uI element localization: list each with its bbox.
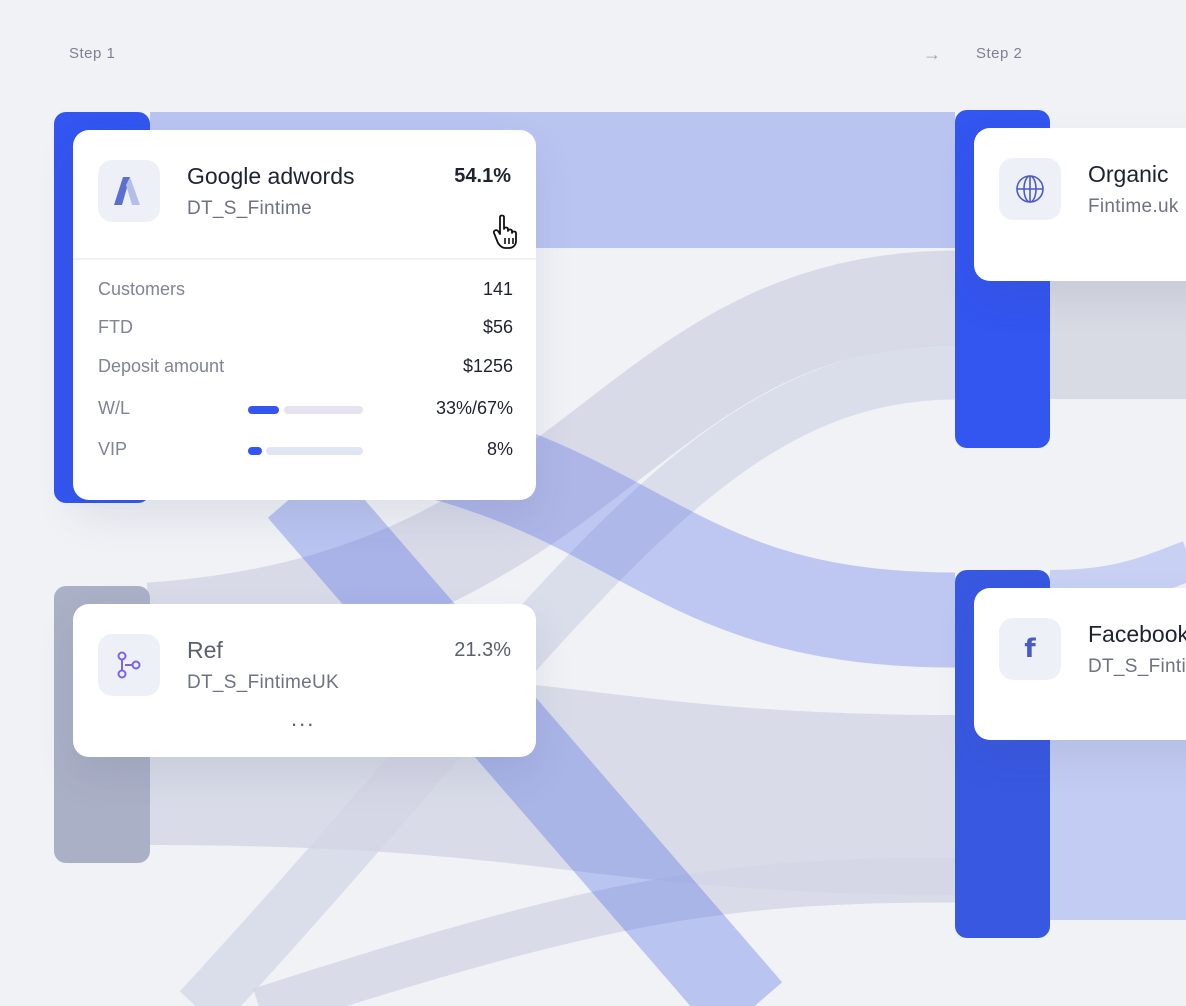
node-subtitle: DT_S_Fintime	[187, 198, 313, 219]
metric-label: Customers	[98, 279, 186, 299]
metric-customers: Customers 141	[98, 279, 513, 303]
metric-vip: VIP 8%	[98, 439, 513, 463]
metric-deposit-amount: Deposit amount $1256	[98, 356, 513, 380]
node-subtitle: DT_S_FintimeUK	[187, 672, 340, 693]
globe-icon	[999, 158, 1061, 220]
wl-progress-bar	[248, 406, 363, 414]
flow-link	[146, 250, 956, 678]
flow-link	[149, 665, 956, 895]
flow-link	[253, 857, 956, 1006]
step-1-label: Step 1	[69, 45, 116, 62]
wl-win-fill	[248, 406, 279, 414]
node-card-ref[interactable]: Ref DT_S_FintimeUK 21.3% ...	[73, 604, 536, 757]
metric-value: $56	[482, 317, 513, 337]
share-nodes-icon	[98, 634, 160, 696]
more-button[interactable]: ...	[291, 706, 316, 731]
node-card-facebook[interactable]: f Facebook DT_S_Fintime	[974, 588, 1186, 740]
node-card-google-adwords[interactable]: Google adwords DT_S_Fintime 54.1% Custom…	[73, 130, 536, 500]
node-title: Ref	[187, 637, 223, 663]
hand-pointer-cursor-icon	[492, 214, 526, 255]
metric-label: Deposit amount	[98, 356, 225, 376]
metric-wl: W/L 33%/67%	[98, 398, 513, 422]
metric-value: $1256	[462, 356, 513, 376]
metric-label: FTD	[98, 317, 133, 337]
node-title: Organic	[1088, 161, 1169, 187]
flow-link	[1049, 541, 1186, 610]
metric-value: 141	[482, 279, 513, 299]
node-subtitle: DT_S_Fintime	[1088, 656, 1186, 677]
node-subtitle: Fintime.uk	[1088, 196, 1179, 217]
vip-rest	[266, 447, 363, 455]
node-title: Google adwords	[187, 163, 355, 189]
divider	[73, 258, 536, 260]
metric-value: 8%	[486, 439, 513, 459]
arrow-right-icon: →	[923, 44, 941, 64]
node-percent: 54.1%	[454, 165, 511, 187]
metric-ftd: FTD $56	[98, 317, 513, 341]
metric-label: VIP	[98, 439, 128, 459]
vip-fill	[248, 447, 262, 455]
node-title: Facebook	[1088, 621, 1186, 647]
metric-value: 33%/67%	[435, 398, 513, 418]
metric-label: W/L	[98, 398, 131, 418]
node-card-organic[interactable]: Organic Fintime.uk	[974, 128, 1186, 281]
node-percent: 21.3%	[454, 639, 511, 661]
wl-loss-fill	[284, 406, 363, 414]
facebook-icon: f	[999, 618, 1061, 680]
google-ads-icon	[98, 160, 160, 222]
vip-progress-bar	[248, 447, 363, 455]
step-2-label: Step 2	[976, 45, 1023, 62]
